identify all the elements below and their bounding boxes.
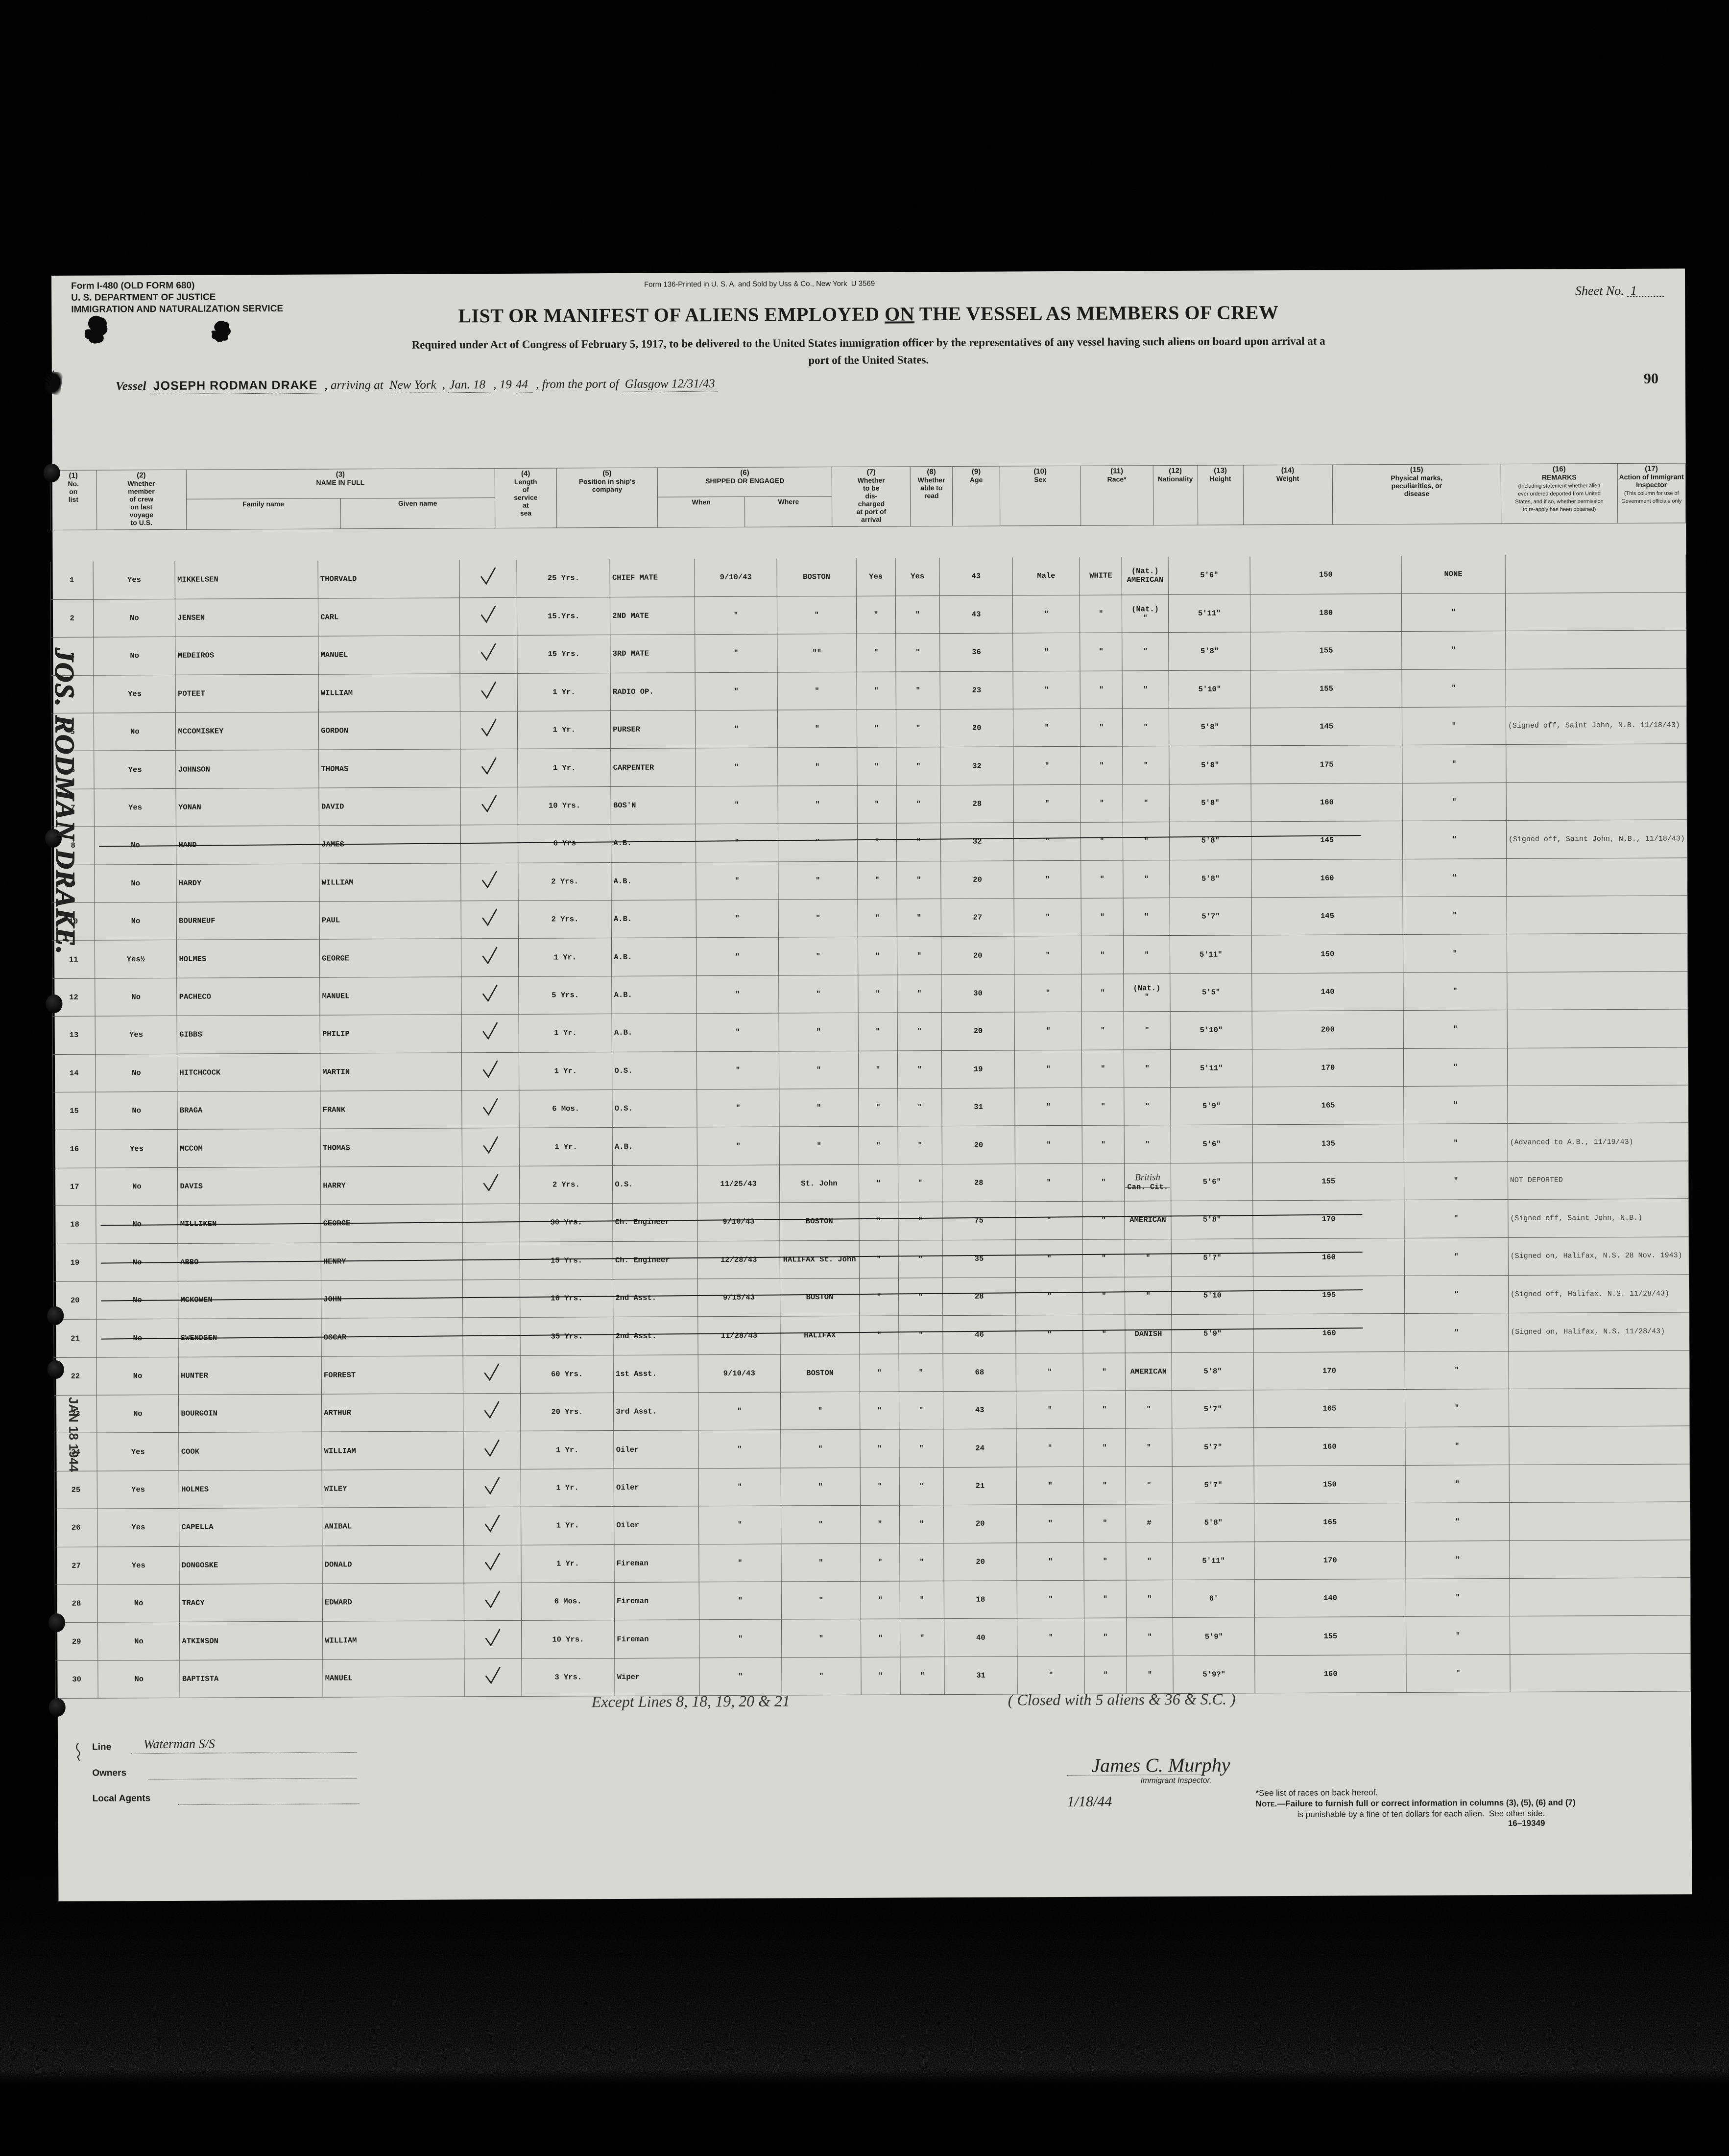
svg-text:Jos.: Jos. bbox=[40, 366, 57, 386]
svg-text:( Closed with 5 aliens & 36 &: ( Closed with 5 aliens & 36 & S.C. ) bbox=[1008, 1690, 1236, 1708]
svg-text:Except Lines 8, 18, 19, 20 & 2: Except Lines 8, 18, 19, 20 & 21 bbox=[592, 1692, 790, 1710]
svg-text:James C. Murphy: James C. Murphy bbox=[1091, 1754, 1230, 1777]
svg-text:1/18/44: 1/18/44 bbox=[1067, 1794, 1112, 1810]
